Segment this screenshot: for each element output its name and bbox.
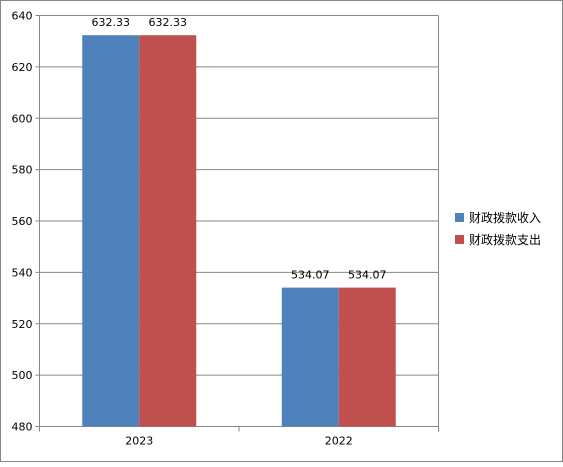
data-label: 632.33: [149, 16, 188, 29]
x-tick-label: 2022: [325, 435, 353, 448]
data-label: 632.33: [92, 16, 131, 29]
y-tick-label: 640: [12, 10, 33, 23]
legend-swatch: [455, 213, 464, 222]
y-tick-label: 480: [12, 421, 33, 434]
bar-2022-series-0: [281, 287, 339, 427]
bar-2023-series-1: [139, 35, 197, 427]
y-tick-label: 560: [12, 215, 33, 228]
bar-2022-series-1: [338, 287, 396, 427]
y-tick-label: 520: [12, 318, 33, 331]
bar-2023-series-0: [82, 35, 140, 427]
legend-swatch: [455, 235, 464, 244]
x-tick-label: 2023: [125, 435, 153, 448]
data-label: 534.07: [291, 269, 330, 282]
y-tick-label: 600: [12, 112, 33, 125]
legend-label: 财政拨款收入: [469, 211, 541, 225]
data-label: 534.07: [348, 269, 387, 282]
legend-label: 财政拨款支出: [469, 233, 541, 247]
axes: 480 500 520 540 560 580 600 620 640 2023 2022: [12, 10, 439, 448]
y-tick-label: 500: [12, 369, 33, 382]
y-tick-label: 540: [12, 266, 33, 279]
data-labels: 632.33 632.33 534.07 534.07: [92, 16, 387, 281]
y-tick-label: 620: [12, 61, 33, 74]
y-tick-label: 580: [12, 164, 33, 177]
bars: [82, 35, 396, 427]
